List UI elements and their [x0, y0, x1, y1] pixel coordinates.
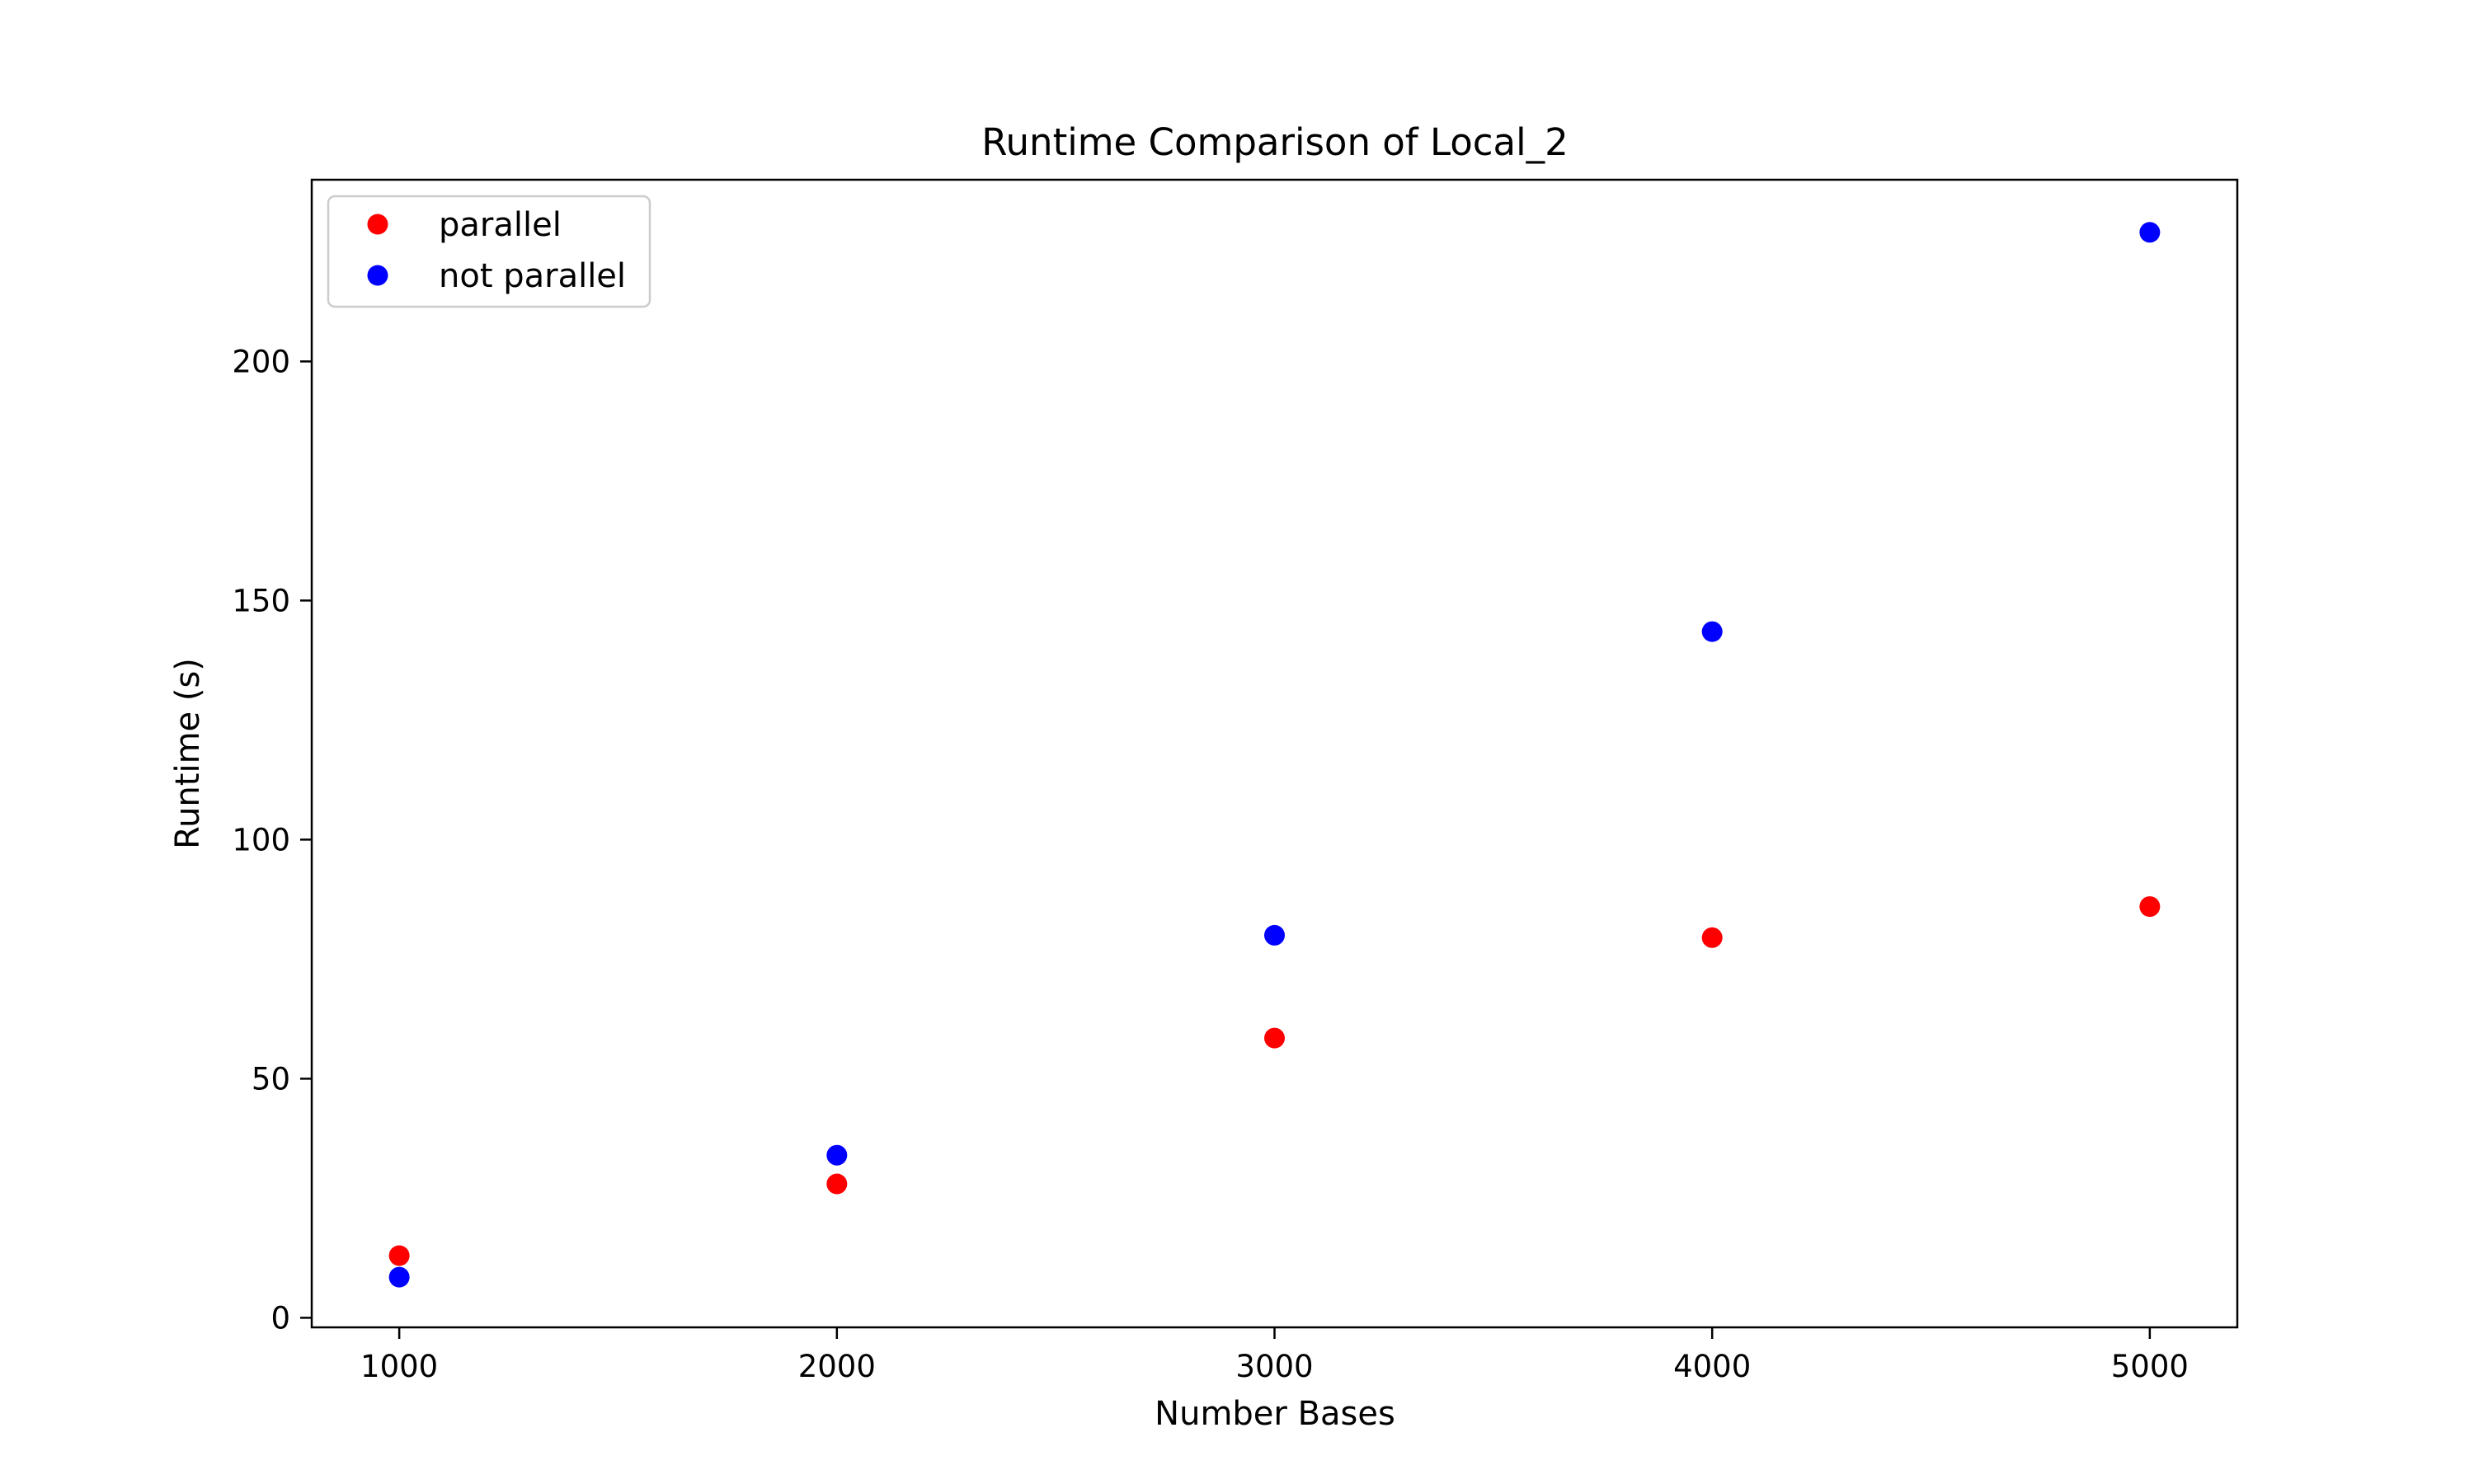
data-point-not-parallel	[388, 1266, 410, 1288]
legend-marker-parallel	[367, 214, 388, 235]
x-tick-label: 4000	[1673, 1349, 1751, 1384]
chart-title: Runtime Comparison of Local_2	[981, 120, 1568, 164]
plot-frame	[310, 178, 2239, 1329]
data-points	[388, 222, 2161, 1288]
data-point-not-parallel	[1264, 924, 1285, 946]
x-tick-label: 5000	[2111, 1349, 2189, 1384]
legend-label-not-parallel: not parallel	[439, 257, 626, 295]
axis-ticks: 1000 2000 3000 4000 5000 0 50 100 150 200	[232, 344, 2189, 1384]
data-point-not-parallel	[2139, 222, 2161, 243]
y-tick-label: 100	[232, 822, 290, 857]
y-tick-label: 0	[270, 1300, 290, 1336]
x-tick-label: 2000	[798, 1349, 876, 1384]
data-point-parallel	[388, 1245, 410, 1266]
data-point-not-parallel	[826, 1144, 848, 1166]
legend: parallel not parallel	[327, 195, 651, 308]
data-point-parallel	[2139, 896, 2161, 918]
data-point-not-parallel	[1701, 621, 1723, 642]
data-point-parallel	[1701, 927, 1723, 948]
legend-box	[327, 195, 651, 308]
x-tick-label: 1000	[360, 1349, 438, 1384]
legend-label-parallel: parallel	[439, 206, 562, 244]
legend-marker-not-parallel	[367, 265, 388, 286]
y-tick-label: 150	[232, 583, 290, 618]
data-point-parallel	[826, 1173, 848, 1195]
x-tick-label: 3000	[1235, 1349, 1313, 1384]
y-tick-label: 200	[232, 344, 290, 379]
x-axis-label: Number Bases	[1155, 1395, 1395, 1433]
y-tick-label: 50	[252, 1061, 290, 1097]
y-axis-label: Runtime (s)	[169, 658, 207, 849]
data-point-parallel	[1264, 1027, 1285, 1049]
